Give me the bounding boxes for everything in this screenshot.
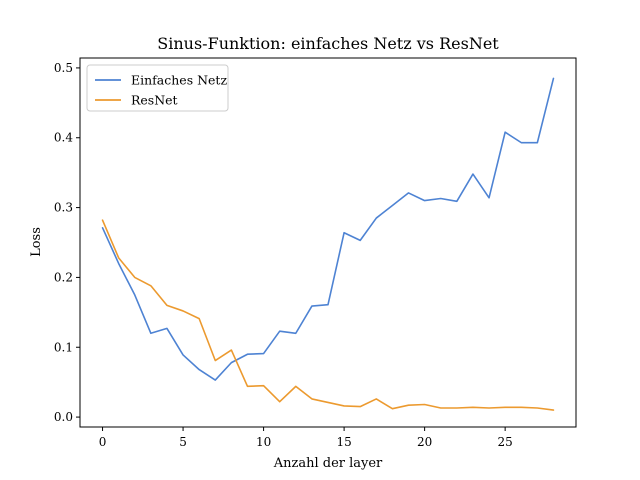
plot-area [101,77,555,411]
plot-frame [79,57,577,428]
y-tick-label: 0.2 [54,270,73,284]
y-axis-ticks: 0.0 0.1 0.2 0.3 0.4 0.5 [54,61,80,424]
chart-title: Sinus-Funktion: einfaches Netz vs ResNet [157,34,499,53]
x-tick-label: 15 [336,435,351,449]
y-tick-label: 0.0 [54,410,73,424]
series-line-1 [101,219,555,411]
x-tick-label: 10 [256,435,271,449]
x-axis-ticks: 0 5 10 15 20 25 [99,427,513,449]
x-tick-label: 25 [498,435,513,449]
y-axis-title: Loss [29,227,44,257]
legend-label-1: ResNet [131,93,178,108]
legend: Einfaches Netz ResNet [86,64,229,112]
x-tick-label: 5 [179,435,187,449]
x-tick-label: 0 [99,435,107,449]
y-tick-label: 0.5 [54,61,73,75]
y-tick-label: 0.3 [54,201,73,215]
x-axis-title: Anzahl der layer [273,456,383,471]
legend-label-0: Einfaches Netz [131,73,227,88]
y-tick-label: 0.1 [54,340,73,354]
legend-box [86,64,229,112]
series-line-0 [101,77,555,381]
y-tick-label: 0.4 [54,131,73,145]
x-tick-label: 20 [417,435,432,449]
